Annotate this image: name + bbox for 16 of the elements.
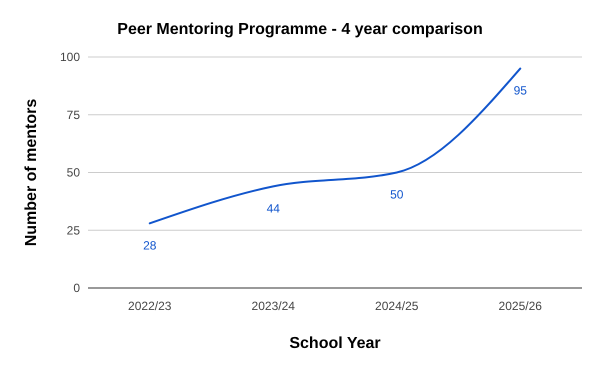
chart-title: Peer Mentoring Programme - 4 year comparison (117, 21, 483, 38)
y-tick-label: 0 (73, 281, 80, 296)
data-label: 28 (143, 238, 157, 252)
y-tick-label: 25 (66, 223, 80, 238)
x-tick-label: 2024/25 (375, 299, 419, 314)
x-axis-title: School Year (289, 335, 381, 352)
y-tick-label: 75 (66, 108, 80, 122)
x-tick-label: 2022/23 (128, 299, 172, 314)
x-tick-label: 2023/24 (252, 299, 296, 314)
x-tick-label: 2025/26 (498, 299, 542, 314)
y-tick-label: 100 (60, 50, 80, 64)
y-tick-label: 50 (66, 166, 80, 180)
data-label: 95 (514, 84, 528, 98)
y-axis-title: Number of mentors (23, 98, 40, 246)
data-label: 44 (266, 201, 280, 216)
data-label: 50 (390, 188, 404, 202)
